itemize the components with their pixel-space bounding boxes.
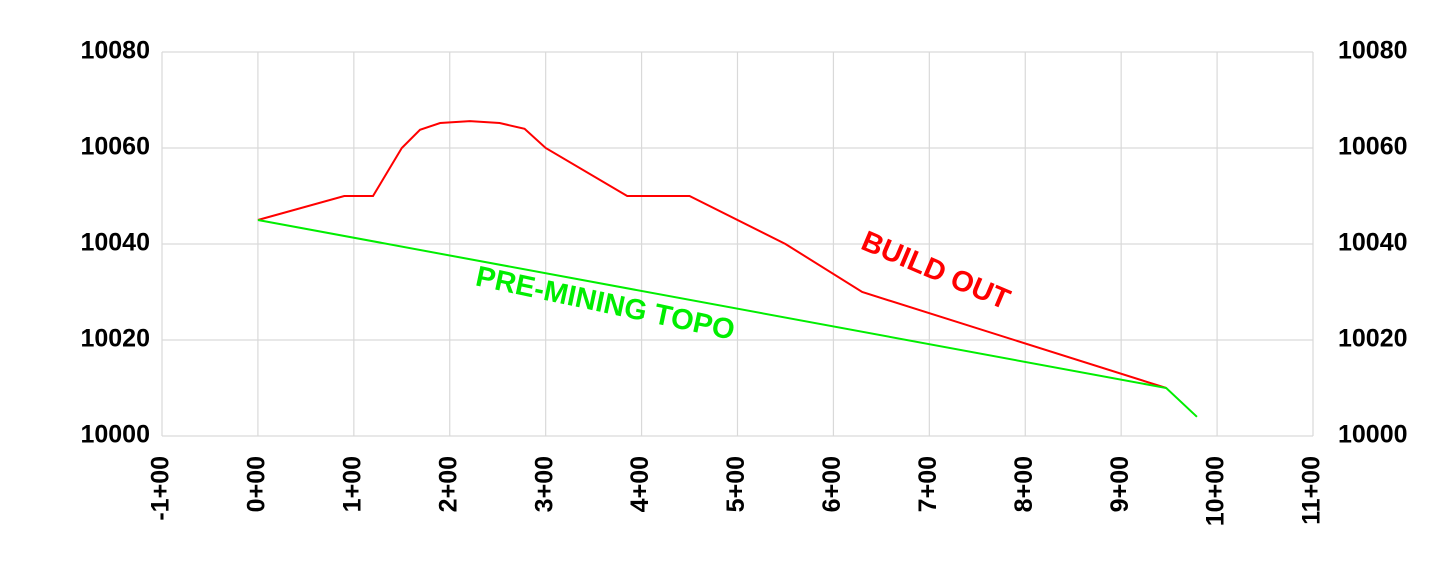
- x-tick-label: 9+00: [1106, 456, 1134, 512]
- x-tick-label: 3+00: [530, 456, 558, 512]
- x-tick-label: 0+00: [243, 456, 271, 512]
- x-tick-label: 2+00: [434, 456, 462, 512]
- annotation: BUILD OUT: [857, 225, 1015, 316]
- annotation: PRE-MINING TOPO: [473, 261, 738, 347]
- y2-tick-label: 10040: [1338, 229, 1408, 257]
- y2-tick-label: 10020: [1338, 325, 1408, 353]
- y2-tick-label: 10000: [1338, 421, 1408, 449]
- y-tick-label: 10020: [80, 325, 150, 353]
- x-tick-label: -1+00: [147, 456, 175, 521]
- y-tick-label: 10040: [80, 229, 150, 257]
- x-tick-label: 11+00: [1298, 456, 1326, 525]
- x-tick-label: 6+00: [818, 456, 846, 512]
- y2-tick-label: 10060: [1338, 133, 1408, 161]
- x-tick-label: 5+00: [722, 456, 750, 512]
- y2-tick-label: 10080: [1338, 37, 1408, 65]
- y-tick-label: 10060: [80, 133, 150, 161]
- line-series: [257, 219, 1198, 418]
- x-tick-label: 4+00: [626, 456, 654, 512]
- y-tick-label: 10000: [80, 421, 150, 449]
- y-tick-label: 10080: [80, 37, 150, 65]
- line-series: [257, 120, 1167, 389]
- x-tick-label: 8+00: [1010, 456, 1038, 512]
- x-tick-label: 7+00: [914, 456, 942, 512]
- x-tick-label: 1+00: [338, 456, 366, 512]
- x-tick-label: 10+00: [1202, 456, 1230, 526]
